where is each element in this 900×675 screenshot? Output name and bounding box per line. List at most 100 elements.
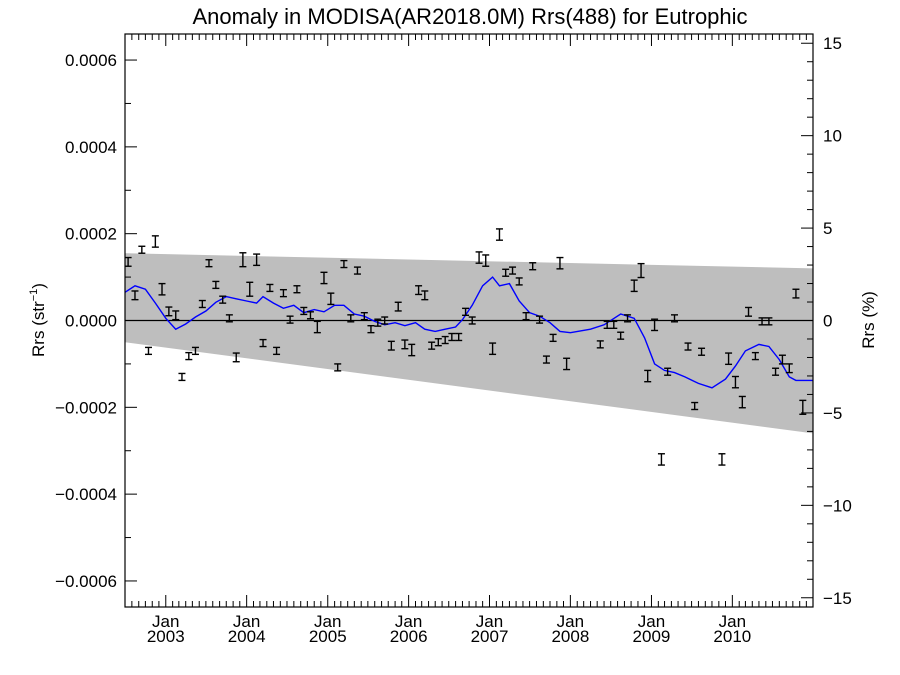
data-point bbox=[529, 262, 537, 271]
data-point bbox=[509, 266, 517, 275]
data-point bbox=[630, 279, 638, 293]
data-point bbox=[225, 314, 233, 323]
data-point bbox=[651, 318, 659, 332]
data-point bbox=[347, 314, 355, 323]
data-point bbox=[434, 338, 442, 347]
data-point bbox=[198, 299, 206, 309]
data-point bbox=[455, 332, 463, 342]
data-point bbox=[138, 245, 146, 254]
data-point bbox=[191, 346, 199, 356]
data-point bbox=[387, 340, 395, 351]
data-point bbox=[374, 318, 382, 327]
data-point bbox=[536, 315, 544, 324]
data-point bbox=[792, 288, 800, 299]
data-point bbox=[617, 331, 625, 340]
data-point bbox=[360, 311, 368, 321]
data-point bbox=[273, 346, 281, 356]
y-right-tick-label: 0 bbox=[823, 312, 832, 331]
data-point bbox=[556, 256, 564, 270]
y-axis-right: 15 10 5 0 −5 −10 −15 bbox=[801, 34, 852, 608]
x-tick-month-label: Jan bbox=[719, 612, 746, 631]
data-point bbox=[563, 357, 571, 371]
smoothed-anomaly-line bbox=[125, 276, 813, 389]
data-point bbox=[637, 262, 645, 279]
data-point bbox=[468, 316, 476, 325]
data-point bbox=[515, 277, 523, 286]
x-tick-month-label: Jan bbox=[395, 612, 422, 631]
data-point bbox=[286, 315, 294, 324]
data-point bbox=[522, 311, 530, 321]
data-point bbox=[428, 341, 436, 350]
data-point bbox=[239, 252, 247, 268]
y-right-tick-label: 5 bbox=[823, 219, 832, 238]
data-point bbox=[334, 363, 342, 372]
data-point bbox=[279, 288, 287, 298]
data-point bbox=[401, 339, 409, 350]
y-left-tick-label: 0.0004 bbox=[65, 138, 117, 157]
data-point bbox=[327, 292, 335, 306]
anomaly-points bbox=[125, 228, 807, 466]
y-left-tick-label: 0.0002 bbox=[65, 225, 117, 244]
data-point bbox=[610, 320, 618, 330]
data-point bbox=[489, 342, 497, 356]
data-point bbox=[165, 306, 173, 317]
x-tick-month-label: Jan bbox=[314, 612, 341, 631]
data-point bbox=[158, 282, 166, 296]
data-point bbox=[394, 301, 402, 312]
data-point bbox=[684, 342, 692, 351]
data-point bbox=[441, 335, 449, 345]
data-point bbox=[408, 343, 416, 357]
data-point bbox=[482, 254, 490, 267]
data-point bbox=[603, 320, 611, 330]
data-point bbox=[549, 333, 557, 343]
data-point bbox=[751, 351, 759, 361]
data-point bbox=[725, 352, 733, 366]
y-left-tick-label: −0.0004 bbox=[55, 485, 117, 504]
data-point bbox=[306, 311, 314, 320]
data-point bbox=[745, 306, 753, 317]
data-point bbox=[232, 352, 240, 363]
x-tick-year-label: 2008 bbox=[551, 627, 589, 646]
x-tick-month-label: Jan bbox=[557, 612, 584, 631]
y-axis-left: 0.0006 0.0004 0.0002 0.0000 −0.0002 −0.0004 −0… bbox=[55, 51, 137, 591]
y-right-tick-label: −5 bbox=[823, 404, 842, 423]
y-left-tick-label: −0.0006 bbox=[55, 572, 117, 591]
data-point bbox=[125, 256, 132, 267]
data-point bbox=[144, 346, 152, 356]
data-point bbox=[415, 285, 423, 296]
data-point bbox=[172, 310, 180, 321]
data-point bbox=[691, 401, 699, 411]
data-point bbox=[698, 347, 706, 356]
y-left-tick-label: −0.0002 bbox=[55, 398, 117, 417]
y-right-tick-label: −10 bbox=[823, 496, 852, 515]
data-point bbox=[185, 351, 193, 361]
data-point bbox=[320, 271, 328, 285]
data-point bbox=[502, 268, 510, 277]
data-point bbox=[644, 369, 652, 383]
y-right-tick-label: 15 bbox=[823, 34, 842, 53]
x-tick-year-label: 2004 bbox=[228, 627, 266, 646]
x-tick-month-label: Jan bbox=[476, 612, 503, 631]
x-axis: Jan2003Jan2004Jan2005Jan2006Jan2007Jan20… bbox=[124, 34, 807, 646]
data-point bbox=[131, 290, 139, 301]
y-right-tick-label: 10 bbox=[823, 127, 842, 146]
data-point bbox=[731, 375, 739, 389]
data-point bbox=[448, 332, 456, 342]
data-point bbox=[799, 399, 807, 415]
data-point bbox=[718, 453, 726, 466]
x-tick-year-label: 2007 bbox=[471, 627, 509, 646]
data-point bbox=[219, 295, 227, 304]
chart-title: Anomaly in MODISA(AR2018.0M) Rrs(488) fo… bbox=[192, 4, 747, 29]
x-tick-year-label: 2003 bbox=[147, 627, 185, 646]
data-point bbox=[246, 281, 254, 297]
data-point bbox=[259, 338, 267, 348]
data-point bbox=[381, 316, 389, 325]
data-point bbox=[624, 314, 632, 323]
data-point bbox=[596, 340, 604, 349]
data-point bbox=[266, 283, 274, 293]
data-point bbox=[758, 317, 766, 326]
data-point bbox=[300, 306, 308, 316]
x-tick-month-label: Jan bbox=[152, 612, 179, 631]
data-point bbox=[657, 453, 665, 466]
